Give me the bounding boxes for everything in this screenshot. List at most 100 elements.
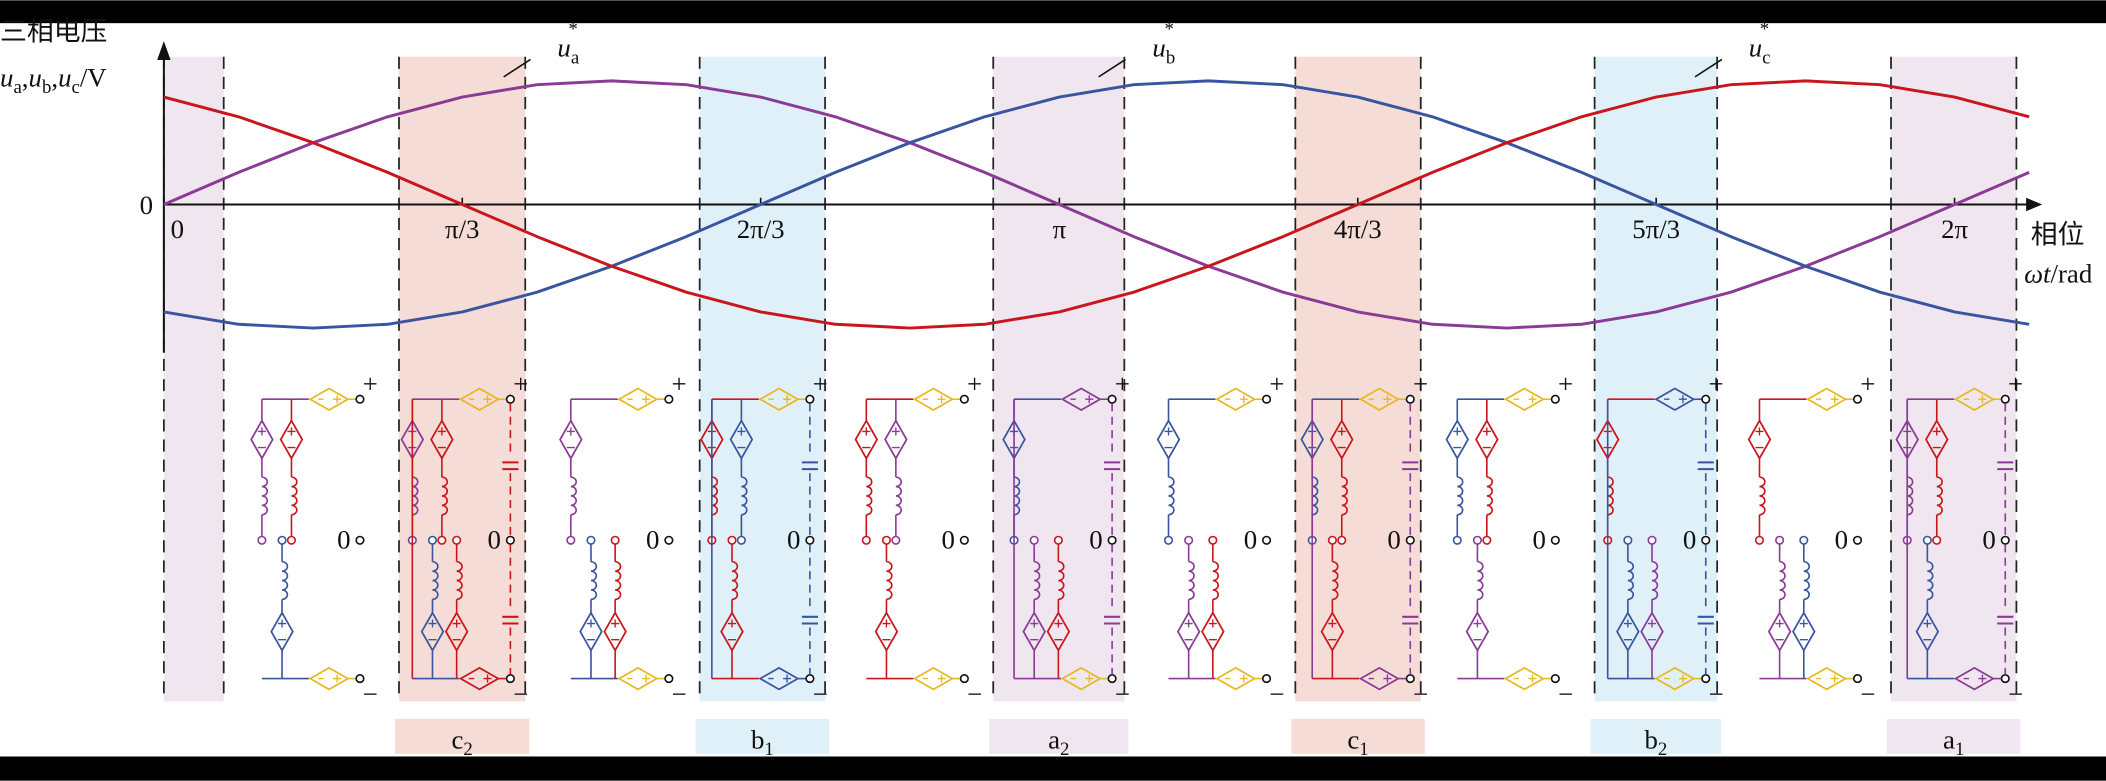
node bbox=[286, 535, 297, 545]
node bbox=[452, 535, 462, 545]
capacitor bbox=[1697, 461, 1714, 471]
text-part: b bbox=[1644, 724, 1657, 754]
terminal-label: 0 bbox=[942, 524, 955, 554]
node bbox=[2000, 394, 2010, 404]
text-part: b bbox=[751, 724, 764, 754]
node bbox=[1107, 394, 1117, 404]
x-tick-label: 5π/3 bbox=[1632, 214, 1680, 244]
source-sign bbox=[1224, 395, 1248, 404]
terminal-label: − bbox=[1115, 679, 1130, 709]
source bbox=[912, 387, 955, 411]
subscript: 2 bbox=[1658, 739, 1667, 760]
node bbox=[1261, 674, 1272, 684]
text-part: , bbox=[22, 62, 29, 92]
capacitor bbox=[1402, 461, 1419, 471]
node bbox=[1405, 535, 1415, 545]
terminal-label: + bbox=[1558, 369, 1573, 399]
x-tick-label: 2π/3 bbox=[737, 214, 785, 244]
node bbox=[891, 535, 901, 545]
inductor bbox=[1803, 560, 1810, 601]
subscript: c bbox=[1762, 47, 1770, 68]
superscript: * bbox=[1760, 19, 1769, 40]
node bbox=[1337, 535, 1347, 545]
text-part: u bbox=[557, 33, 570, 63]
region-label-box bbox=[695, 718, 830, 754]
source-sign bbox=[278, 619, 287, 641]
node bbox=[727, 535, 737, 545]
node bbox=[1208, 535, 1218, 545]
node bbox=[1852, 535, 1863, 545]
source-sign bbox=[1337, 427, 1346, 449]
x-tick-label: π/3 bbox=[445, 214, 479, 244]
inductor bbox=[1341, 476, 1348, 516]
bottom-bar bbox=[0, 756, 2106, 781]
inductor bbox=[1332, 560, 1339, 601]
source bbox=[1060, 666, 1102, 691]
node bbox=[805, 535, 815, 545]
source-sign bbox=[627, 395, 651, 404]
node bbox=[1184, 535, 1194, 545]
node bbox=[505, 535, 515, 545]
source-sign bbox=[437, 427, 446, 449]
source bbox=[617, 666, 659, 691]
y-tick-label: 0 bbox=[140, 190, 153, 220]
source-sign bbox=[318, 674, 342, 683]
node bbox=[277, 535, 287, 545]
inductor bbox=[590, 560, 598, 601]
node bbox=[1799, 535, 1809, 545]
node bbox=[881, 535, 892, 545]
source-sign bbox=[1963, 674, 1987, 683]
terminal-label: + bbox=[1860, 369, 1875, 399]
terminal-label: − bbox=[2008, 679, 2023, 709]
region-label-box bbox=[1291, 718, 1425, 754]
node bbox=[805, 394, 815, 404]
series-line bbox=[163, 79, 2030, 330]
inductor bbox=[1779, 560, 1786, 601]
terminal-label: 0 bbox=[337, 524, 350, 554]
region-label-box bbox=[394, 718, 530, 754]
region-label: a2 bbox=[1048, 724, 1069, 760]
capacitor bbox=[1104, 461, 1121, 471]
x-axis-unit: ωt/rad bbox=[2024, 258, 2093, 288]
source-sign bbox=[768, 395, 792, 404]
source-sign bbox=[1513, 674, 1537, 683]
source-sign bbox=[1184, 619, 1193, 641]
source-sign bbox=[1164, 427, 1173, 449]
source bbox=[308, 666, 350, 691]
node bbox=[1647, 535, 1657, 545]
source-sign bbox=[1664, 674, 1687, 683]
source bbox=[270, 611, 294, 653]
region bbox=[163, 56, 224, 702]
terminal-label: + bbox=[1413, 369, 1428, 399]
node bbox=[1852, 394, 1863, 404]
source-sign bbox=[1328, 619, 1337, 641]
node bbox=[1472, 535, 1482, 545]
inductor bbox=[441, 476, 448, 516]
source bbox=[1201, 611, 1225, 653]
source-sign bbox=[882, 619, 891, 641]
capacitor bbox=[1104, 615, 1121, 625]
source-sign bbox=[1963, 395, 1987, 404]
superscript: * bbox=[568, 19, 577, 40]
subscript: a bbox=[13, 77, 22, 98]
annotation-leader bbox=[503, 58, 531, 78]
source-sign bbox=[922, 395, 946, 404]
source bbox=[1503, 387, 1545, 411]
node bbox=[1754, 535, 1765, 545]
source-sign bbox=[862, 427, 871, 449]
source bbox=[1792, 611, 1816, 653]
inductor bbox=[866, 476, 873, 516]
source-sign bbox=[1647, 619, 1657, 641]
source bbox=[884, 418, 908, 461]
terminal-label: + bbox=[813, 369, 828, 399]
terminal-label: + bbox=[513, 369, 528, 399]
source-sign bbox=[1664, 395, 1687, 404]
source bbox=[250, 418, 274, 461]
node bbox=[427, 535, 438, 545]
source-sign bbox=[586, 619, 595, 641]
text-part: /rad bbox=[2051, 258, 2093, 288]
node bbox=[959, 394, 969, 404]
node bbox=[505, 674, 515, 684]
source bbox=[1215, 666, 1257, 691]
